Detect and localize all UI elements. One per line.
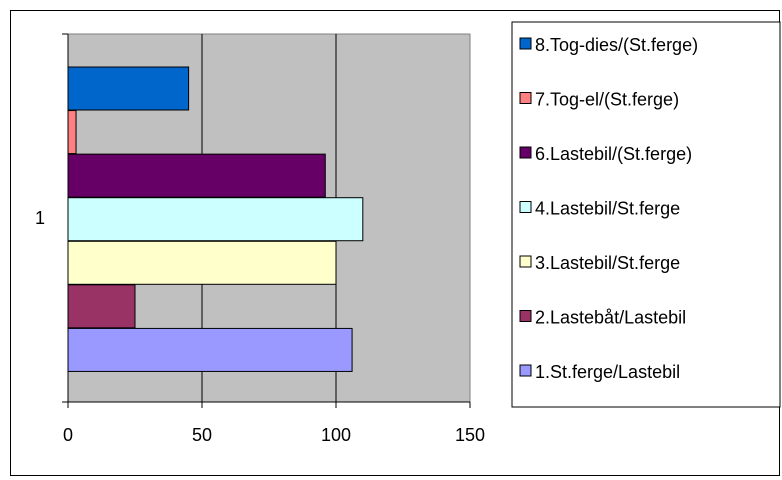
bar (67, 66, 190, 111)
legend-swatch (519, 310, 532, 322)
legend (511, 21, 781, 408)
bar (67, 197, 364, 242)
legend-label: 4.Lastebil/St.ferge (535, 199, 680, 219)
legend-swatch (519, 92, 532, 104)
legend-label: 2.Lastebåt/Lastebil (535, 308, 686, 328)
legend-swatch (519, 146, 532, 159)
bar (67, 240, 337, 285)
legend-label: 1.St.ferge/Lastebil (535, 362, 680, 382)
legend-label: 8.Tog-dies/(St.ferge) (535, 35, 698, 55)
bar (67, 327, 353, 372)
bar (67, 110, 77, 155)
legend-swatch (519, 201, 532, 213)
x-tick-label: 50 (192, 425, 212, 445)
legend-swatch (519, 37, 532, 50)
legend-label: 6.Lastebil/(St.ferge) (535, 144, 692, 164)
legend-label: 3.Lastebil/St.ferge (535, 253, 680, 273)
legend-swatch (519, 255, 532, 268)
bar (67, 153, 326, 198)
x-tick-label: 0 (63, 425, 73, 445)
legend-label: 7.Tog-el/(St.ferge) (535, 90, 679, 110)
legend-swatch (519, 364, 532, 377)
y-category-label: 1 (35, 208, 45, 228)
x-tick-label: 100 (321, 425, 351, 445)
x-tick-label: 150 (455, 425, 485, 445)
bar (67, 284, 136, 329)
